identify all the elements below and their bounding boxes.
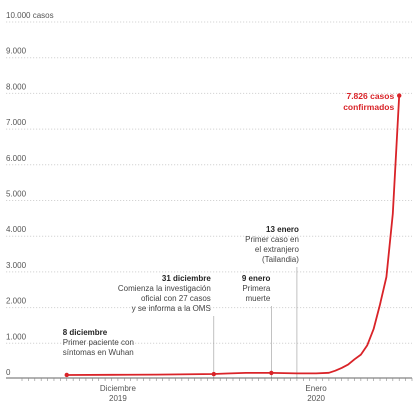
x-tick-label: 2019 <box>109 394 127 403</box>
y-tick-label: 8.000 <box>6 82 27 91</box>
y-tick-label: 2.000 <box>6 297 27 306</box>
y-axis-ticks: 0 1.000 2.000 3.000 4.000 5.000 6.000 7.000 8.00… <box>6 11 54 377</box>
annotation-text: Primer paciente con <box>63 338 134 347</box>
annotation-title: 8 diciembre <box>63 328 108 337</box>
series-line-path <box>65 94 401 376</box>
annotation-text: Comienza la investigación <box>118 284 211 293</box>
annotation-text: Primera <box>242 284 271 293</box>
highlight-label: 7.826 casos <box>346 91 394 101</box>
series-line <box>65 94 401 376</box>
y-tick-label: 3.000 <box>6 261 27 270</box>
y-tick-label: 10.000 casos <box>6 11 54 20</box>
highlight-label: confirmados <box>343 102 394 112</box>
event-dot <box>397 93 402 98</box>
annotation-title: 9 enero <box>242 274 271 283</box>
event-dots <box>64 93 402 378</box>
event-dot <box>269 370 274 376</box>
annotation-leaders <box>213 267 298 378</box>
annotation-text: síntomas en Wuhan <box>63 348 134 357</box>
y-tick-label: 9.000 <box>6 47 27 56</box>
annotation-text: y se informa a la OMS <box>132 304 211 313</box>
annotation-title: 13 enero <box>266 225 299 234</box>
y-tick-label: 5.000 <box>6 190 27 199</box>
y-tick-label: 0 <box>6 368 11 377</box>
x-tick-label: Enero <box>305 384 327 393</box>
annotation-text: (Tailandia) <box>262 255 299 264</box>
x-tick-label: Diciembre <box>100 384 137 393</box>
annotation-text: Primer caso en <box>245 235 299 244</box>
event-dot <box>211 371 217 377</box>
y-tick-label: 1.000 <box>6 332 27 341</box>
event-dot <box>64 372 69 378</box>
y-tick-label: 4.000 <box>6 225 27 234</box>
annotation-text: muerte <box>245 294 270 303</box>
y-tick-label: 7.000 <box>6 118 27 127</box>
annotation-text: oficial con 27 casos <box>141 294 211 303</box>
x-tick-label: 2020 <box>307 394 325 403</box>
annotation-text: el extranjero <box>255 245 300 254</box>
y-tick-label: 6.000 <box>6 154 27 163</box>
annotation-title: 31 diciembre <box>162 274 211 283</box>
